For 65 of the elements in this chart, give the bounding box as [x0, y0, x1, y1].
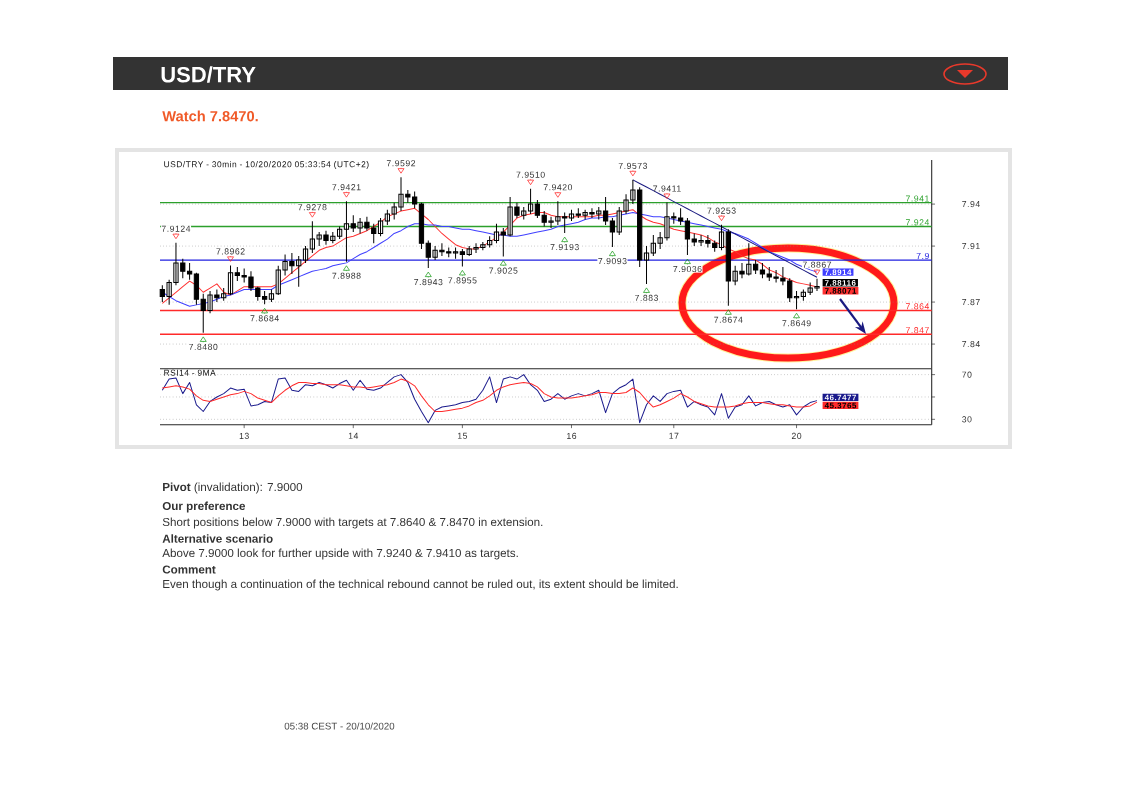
data-label: 46.7477: [824, 394, 857, 401]
annotation: 7.9510: [516, 171, 545, 178]
candlestick: [718, 224, 725, 251]
candlestick: [493, 223, 500, 244]
text: 7.88116: [824, 280, 856, 286]
annotation: 7.9093: [598, 258, 627, 265]
annotation: 7.9421: [332, 184, 361, 191]
annotation: 7.9411: [653, 185, 681, 192]
chart-title: RSI14 - 9MA: [164, 369, 216, 376]
y-tick-label: 30: [962, 416, 972, 423]
annotation: 7.9278: [298, 204, 327, 211]
annotation: 7.9573: [618, 162, 648, 169]
text: Our preference: [162, 501, 246, 513]
annotation: 7.9124: [161, 225, 191, 232]
ref-line-label: 7.864: [905, 303, 930, 310]
text: 05:38 CEST - 20/10/2020: [284, 722, 395, 730]
y-tick-label: 7.84: [962, 341, 980, 348]
annotation: 7.883: [635, 294, 658, 301]
data-label: 45.3765: [824, 402, 857, 409]
x-tick-label: 15: [457, 432, 468, 439]
candlestick: [227, 264, 234, 296]
annotation: 7.8962: [216, 248, 245, 255]
x-tick-label: 16: [567, 432, 577, 439]
annotation: 7.8867: [802, 261, 832, 268]
x-tick-label: 14: [348, 432, 359, 439]
annotation: 7.8955: [448, 277, 477, 284]
ref-line-label: 7.847: [905, 327, 929, 334]
chart-title: USD/TRY: [161, 66, 256, 83]
text: Pivot (invalidation): 7.9000: [163, 482, 303, 494]
x-tick-label: 17: [669, 432, 679, 439]
data-label: 7.8914: [824, 269, 852, 276]
annotation: 7.9193: [550, 244, 579, 251]
annotation: USD/TRY - 30min - 10/20/2020 05:33:54 (UTC+2): [164, 161, 369, 169]
ref-line-label: 7.9: [916, 252, 929, 260]
candlestick: [418, 202, 425, 250]
annotation: 7.9036: [673, 265, 702, 273]
data-label: 7.88071: [824, 288, 857, 294]
y-tick-label: 7.91: [962, 243, 980, 250]
x-tick-label: 13: [239, 432, 249, 439]
text: Short positions below 7.9000 with targets at 7.8640 & 7.8470 in extension.: [162, 517, 543, 529]
annotation: 7.8480: [189, 343, 218, 350]
y-tick-label: 7.94: [962, 201, 980, 208]
annotation: 7.9025: [489, 267, 518, 274]
candlestick: [643, 245, 650, 285]
chart-subtitle: Watch 7.8470.: [162, 110, 258, 122]
annotation: 7.8674: [714, 316, 743, 323]
candlestick: [302, 245, 309, 264]
ref-line-label: 7.924: [905, 219, 930, 226]
ref-line-label: 7.941: [905, 195, 929, 202]
x-tick-label: 20: [791, 432, 802, 439]
line-series: [161, 374, 818, 424]
y-tick-label: 7.87: [962, 299, 980, 306]
annotation: 7.8649: [782, 320, 811, 327]
annotation: 7.9592: [386, 160, 416, 167]
text: Alternative scenario: [162, 534, 273, 543]
text: Comment: [162, 565, 216, 574]
annotation: 7.9420: [543, 184, 573, 191]
annotation: 7.8943: [414, 279, 443, 286]
y-tick-label: 70: [962, 371, 972, 378]
candlestick: [568, 209, 575, 222]
text: Above 7.9000 look for further upside with 7.9240 & 7.9410 as targets.: [162, 548, 518, 560]
annotation: 7.8988: [332, 272, 361, 279]
annotation: 7.8684: [250, 315, 279, 322]
annotation: 7.9253: [707, 207, 736, 214]
text: Even though a continuation of the technical rebound cannot be ruled out, its extent should be limited.: [163, 579, 678, 591]
